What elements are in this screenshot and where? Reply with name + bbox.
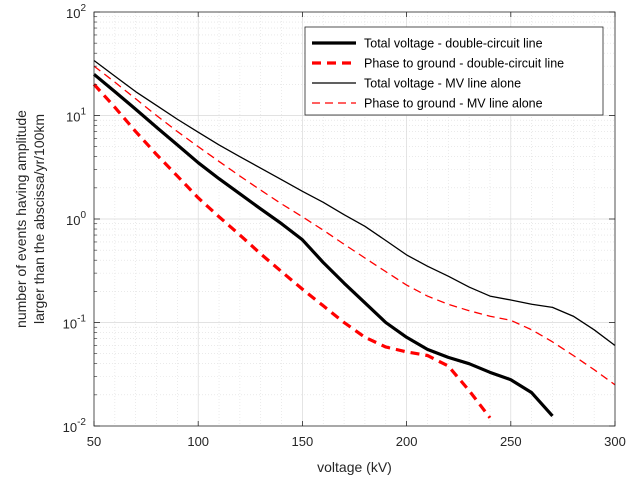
- series-line-2: [92, 83, 492, 419]
- y-tick-label: 102: [66, 3, 86, 21]
- x-tick-label: 100: [187, 434, 209, 449]
- axis-ticks: [93, 11, 616, 427]
- x-tick-label: 250: [500, 434, 522, 449]
- x-axis-label: voltage (kV): [317, 459, 392, 475]
- series-line-3: [93, 59, 616, 346]
- legend-label-4: Phase to ground - MV line alone: [364, 97, 543, 111]
- y-tick-labels: 10-2 10-1 100 101 102: [63, 3, 87, 435]
- x-tick-label: 300: [604, 434, 626, 449]
- legend-label-1: Total voltage - double-circuit line: [364, 37, 543, 51]
- y-tick-label: 10-1: [63, 314, 87, 332]
- y-tick-label: 100: [66, 210, 86, 228]
- series-lines: [92, 59, 616, 419]
- y-axis-label-line-2: larger than the abscissa/yr/100km: [31, 114, 47, 324]
- x-tick-label: 50: [87, 434, 101, 449]
- y-axis-label-line-1: number of events having amplitude: [13, 110, 29, 328]
- y-tick-label: 10-2: [63, 417, 87, 435]
- x-tick-labels: 50 100 150 200 250 300: [87, 434, 626, 449]
- legend: Total voltage - double-circuit line Phase…: [304, 26, 604, 116]
- series-line-1: [92, 73, 554, 418]
- x-tick-label: 200: [396, 434, 418, 449]
- x-tick-label: 150: [292, 434, 314, 449]
- legend-label-2: Phase to ground - double-circuit line: [364, 57, 564, 71]
- y-tick-label: 101: [66, 107, 86, 125]
- legend-label-3: Total voltage - MV line alone: [364, 77, 521, 91]
- series-line-4: [93, 65, 616, 386]
